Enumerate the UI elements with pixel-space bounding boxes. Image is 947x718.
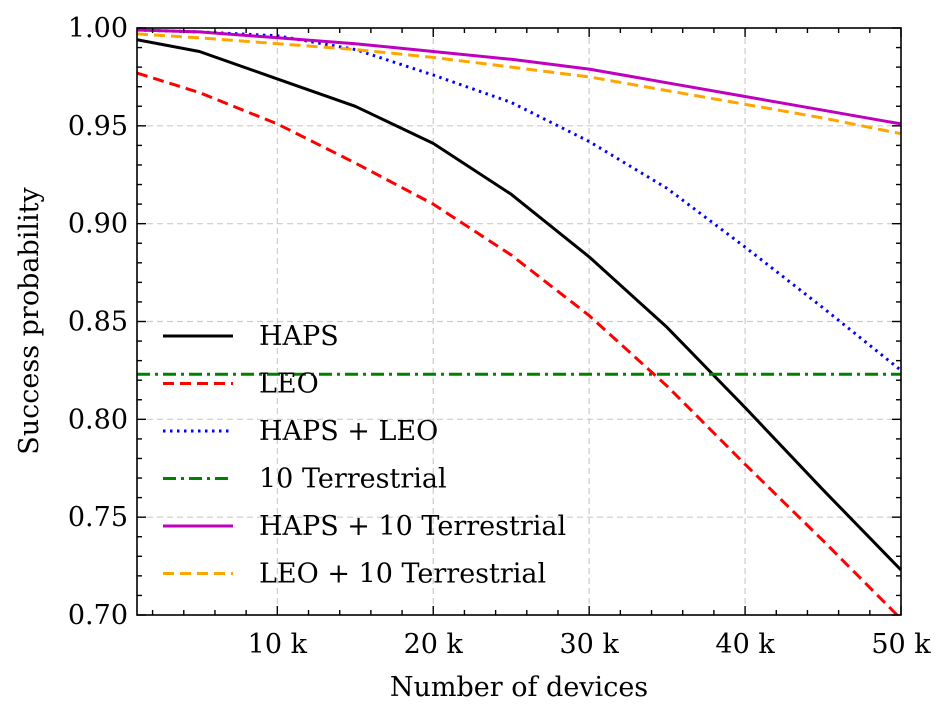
legend-label-haps-plus-10-terrestrial: HAPS + 10 Terrestrial bbox=[259, 511, 566, 542]
y-tick-label: 0.80 bbox=[68, 404, 128, 435]
y-tick-label: 0.85 bbox=[68, 307, 128, 338]
legend-label-leo-plus-10-terrestrial: LEO + 10 Terrestrial bbox=[259, 559, 546, 590]
y-tick-label: 0.95 bbox=[68, 111, 128, 142]
y-tick-label: 0.75 bbox=[68, 502, 128, 533]
y-axis-title: Success probability bbox=[14, 186, 45, 454]
tick-layer bbox=[137, 27, 902, 616]
y-tick-label: 0.70 bbox=[68, 600, 128, 631]
legend-label-haps-plus-leo: HAPS + LEO bbox=[259, 416, 438, 447]
legend: HAPS LEO HAPS + LEO 10 Terrestrial HAPS + 10… bbox=[163, 321, 566, 590]
y-tick-label: 1.00 bbox=[68, 13, 128, 44]
tick-label-layer: 10 k 20 k 30 k 40 k 50 k 0.70 0.75 0.80 0.85 0.90… bbox=[68, 13, 931, 660]
x-tick-label: 30 k bbox=[560, 629, 620, 660]
legend-label-10-terrestrial: 10 Terrestrial bbox=[259, 464, 447, 495]
series-line-leo-plus-10-terrestrial bbox=[137, 32, 902, 136]
x-tick-label: 50 k bbox=[871, 629, 931, 660]
series-layer bbox=[137, 28, 903, 617]
y-tick-label: 0.90 bbox=[68, 209, 128, 240]
x-tick-label: 40 k bbox=[715, 629, 775, 660]
x-axis-title: Number of devices bbox=[390, 672, 648, 703]
series-line-leo bbox=[137, 71, 902, 617]
series-line-haps bbox=[137, 38, 903, 572]
x-tick-label: 10 k bbox=[248, 629, 308, 660]
grid-layer bbox=[137, 28, 901, 615]
legend-label-leo: LEO bbox=[259, 369, 319, 400]
series-line-haps-plus-10-terrestrial bbox=[137, 28, 902, 126]
legend-label-haps: HAPS bbox=[259, 321, 339, 352]
x-tick-label: 20 k bbox=[404, 629, 464, 660]
